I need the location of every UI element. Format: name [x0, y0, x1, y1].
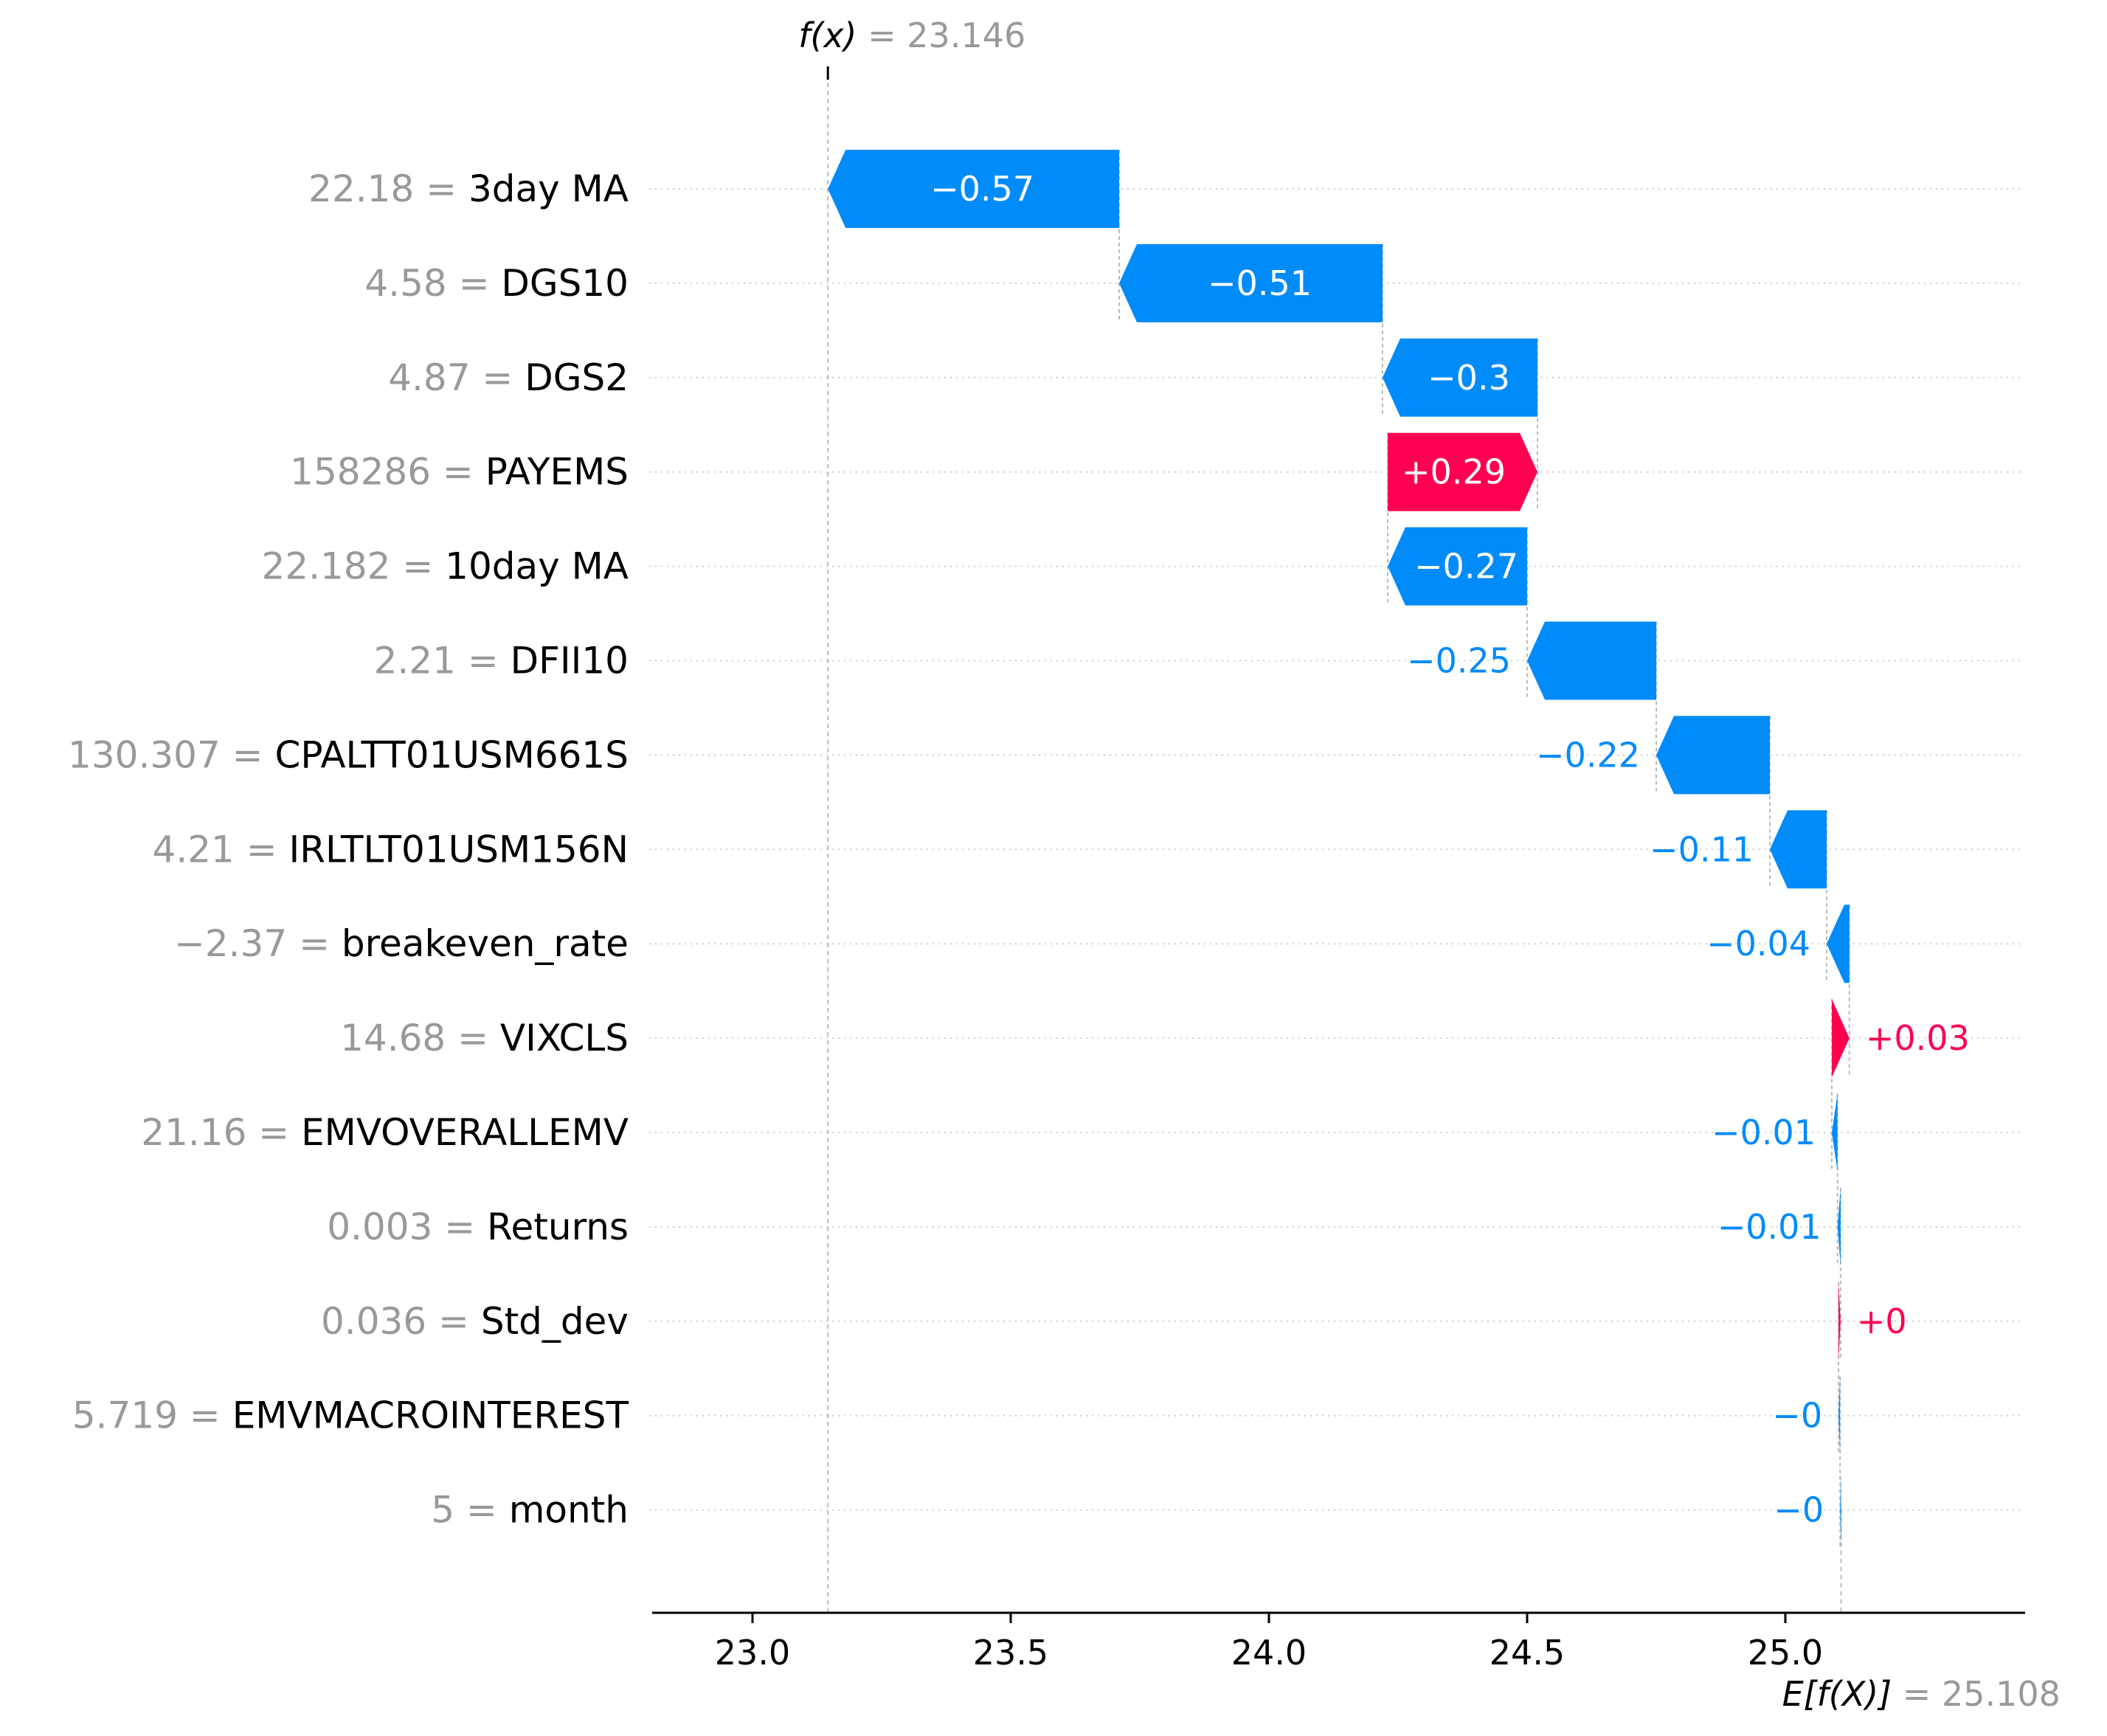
bar-value-label: −0.25: [1407, 641, 1511, 681]
feature-name: EMVOVERALLEMV: [301, 1111, 629, 1154]
bar-month: [1840, 1470, 1841, 1549]
x-tick-label: 24.5: [1490, 1633, 1565, 1673]
x-axis: 23.0 23.5 24.0 24.5 25.0: [652, 1611, 2025, 1673]
feature-value: 0.003 =: [327, 1206, 487, 1248]
feature-name: month: [509, 1489, 629, 1532]
feature-label: 4.87 = DGS2: [388, 356, 629, 399]
feature-value: 2.21 =: [374, 640, 511, 682]
feature-name: VIXCLS: [500, 1017, 629, 1059]
bar-payems: [1388, 432, 1537, 511]
base-annotation: E[f(X)] = 25.108: [1782, 1674, 2061, 1714]
feature-label: −2.37 = breakeven_rate: [174, 922, 629, 965]
feature-label: 158286 = PAYEMS: [290, 451, 629, 494]
feature-value: 22.18 =: [308, 167, 468, 210]
feature-name: DGS2: [525, 356, 629, 399]
feature-name: Returns: [487, 1206, 629, 1248]
feature-label: 22.18 = 3day MA: [308, 167, 629, 210]
bar-breakeven-rate: [1827, 905, 1850, 983]
bar-value-label: +0: [1857, 1301, 1907, 1341]
feature-name: 3day MA: [468, 167, 629, 210]
feature-label: 130.307 = CPALTT01USM661S: [68, 733, 629, 776]
bar-cpaltt01usm661s: [1656, 716, 1770, 795]
bar-value-label: −0.04: [1706, 924, 1810, 964]
feature-label: 5 = month: [431, 1489, 629, 1532]
bar-emvmacrointerest: [1838, 1376, 1841, 1455]
bar-value-label: −0.3: [1428, 358, 1510, 398]
bar-irltlt01usm156n: [1770, 810, 1827, 889]
bar-value-label: −0.01: [1717, 1207, 1821, 1247]
bar-value-label: +0.03: [1866, 1018, 1970, 1058]
feature-value: 5 =: [431, 1489, 509, 1532]
feature-label: 22.182 = 10day MA: [262, 545, 629, 588]
feature-value: 130.307 =: [68, 733, 274, 776]
fx-annotation: f(x) = 23.146: [798, 15, 1025, 55]
x-tick-label: 23.5: [973, 1633, 1048, 1673]
feature-value: 14.68 =: [340, 1017, 500, 1059]
feature-name: CPALTT01USM661S: [274, 733, 629, 776]
feature-name: 10day MA: [445, 545, 629, 588]
bar-value-label: −0.01: [1712, 1113, 1816, 1152]
base-label: E[f(X)]: [1782, 1674, 1892, 1714]
bar-dgs10: [1119, 243, 1383, 322]
bars-layer: −0.57 −0.51 −0.3 +0.29 −0.27 −0.25 −0.22 −0.11 −…: [828, 150, 1970, 1549]
feature-label: 4.58 = DGS10: [364, 262, 629, 305]
feature-label: 2.21 = DFII10: [374, 640, 629, 682]
feature-value: 4.87 =: [388, 356, 525, 399]
feature-value: 4.21 =: [153, 828, 289, 871]
bar-value-label: −0.57: [930, 169, 1034, 209]
bar-returns: [1837, 1187, 1841, 1266]
feature-name: breakeven_rate: [342, 922, 629, 965]
feature-value: 22.182 =: [262, 545, 446, 588]
feature-name: IRLTLT01USM156N: [289, 828, 629, 871]
feature-name: DFII10: [511, 640, 629, 682]
bar-value-label: −0.51: [1208, 263, 1312, 303]
feature-labels: 22.18 = 3day MA 4.58 = DGS10 4.87 = DGS2 15…: [68, 167, 629, 1532]
annotations: f(x) = 23.146 E[f(X)] = 25.108: [798, 15, 2061, 1714]
feature-label: 21.16 = EMVOVERALLEMV: [141, 1111, 629, 1154]
feature-label: 0.036 = Std_dev: [321, 1300, 629, 1343]
x-tick-label: 25.0: [1748, 1633, 1823, 1673]
feature-value: −2.37 =: [174, 922, 342, 965]
feature-label: 0.003 = Returns: [327, 1206, 629, 1248]
bar-value-label: +0.29: [1402, 452, 1506, 492]
base-value: = 25.108: [1892, 1674, 2061, 1714]
bar-vixcls: [1832, 999, 1850, 1078]
bar-dfii10: [1527, 621, 1656, 700]
bar-std-dev: [1838, 1282, 1841, 1360]
grid-layer: [649, 188, 2021, 1511]
feature-name: EMVMACROINTEREST: [232, 1394, 629, 1437]
feature-value: 0.036 =: [321, 1300, 481, 1343]
bar-dgs2: [1383, 338, 1537, 417]
bar-value-label: −0: [1772, 1396, 1822, 1436]
fx-value: = 23.146: [857, 15, 1026, 55]
bar-3day-ma: [828, 150, 1119, 228]
bar-value-label: −0.22: [1536, 735, 1640, 775]
x-tick-label: 23.0: [715, 1633, 790, 1673]
x-tick-label: 24.0: [1231, 1633, 1307, 1673]
feature-label: 14.68 = VIXCLS: [340, 1017, 629, 1059]
feature-name: DGS10: [501, 262, 629, 305]
feature-value: 21.16 =: [141, 1111, 301, 1154]
bar-emvoverallemv: [1832, 1093, 1838, 1172]
feature-name: Std_dev: [481, 1300, 629, 1343]
fx-label: f(x): [798, 15, 857, 55]
feature-label: 4.21 = IRLTLT01USM156N: [153, 828, 629, 871]
feature-value: 158286 =: [290, 451, 485, 494]
bar-value-label: −0.27: [1414, 547, 1518, 587]
bar-value-label: −0.11: [1650, 829, 1754, 869]
feature-label: 5.719 = EMVMACROINTEREST: [72, 1394, 629, 1437]
feature-name: PAYEMS: [485, 451, 629, 494]
bar-10day-ma: [1388, 527, 1527, 606]
feature-value: 4.58 =: [364, 262, 501, 305]
feature-value: 5.719 =: [72, 1394, 232, 1437]
bar-value-label: −0: [1774, 1490, 1824, 1530]
